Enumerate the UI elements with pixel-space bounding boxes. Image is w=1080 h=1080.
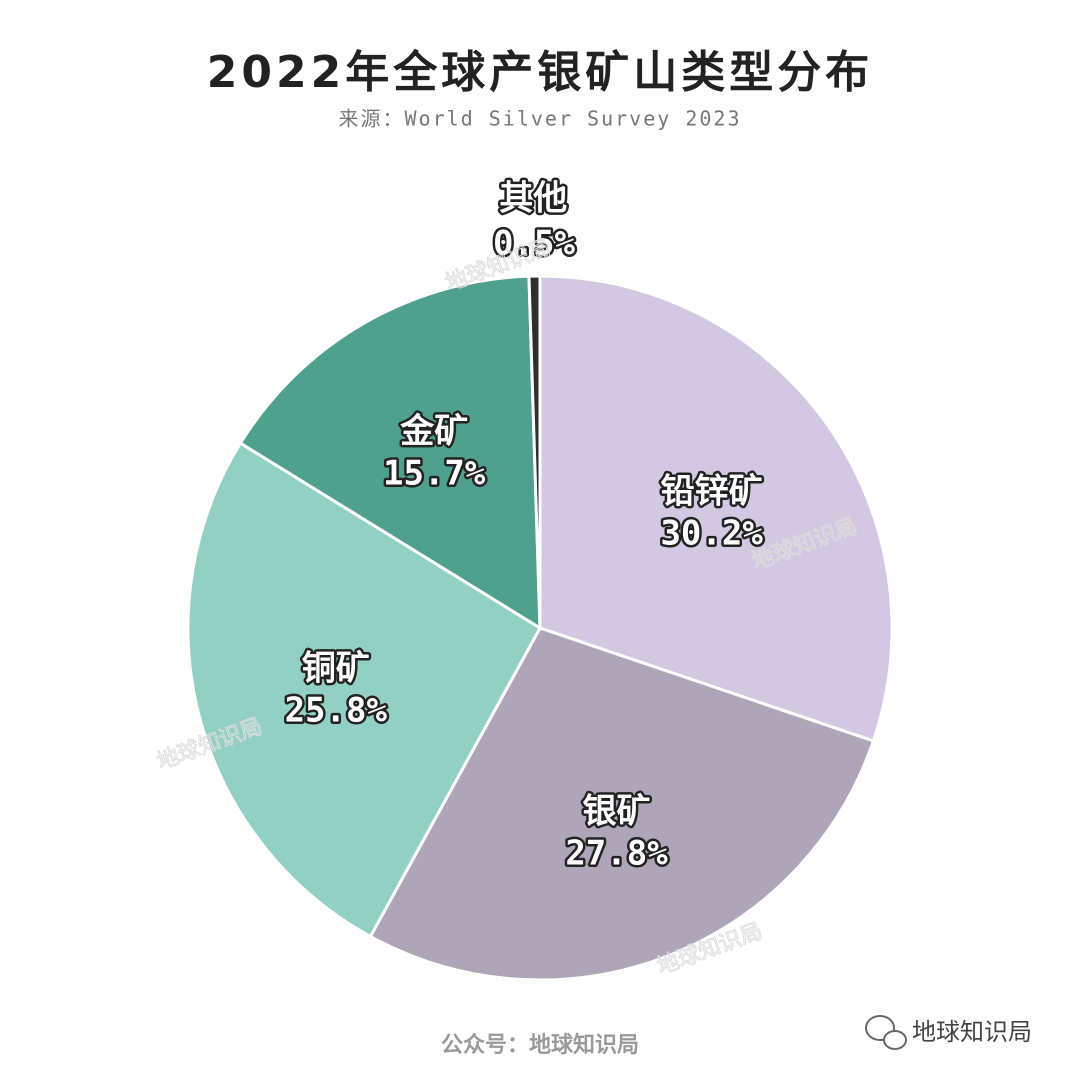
value-label: 27.8% bbox=[565, 833, 668, 873]
value-label: 15.7% bbox=[383, 454, 486, 494]
chart-subtitle: 来源：World Silver Survey 2023 bbox=[339, 107, 742, 131]
slice bbox=[238, 274, 542, 631]
slice bbox=[368, 626, 876, 982]
value-label: 25.8% bbox=[285, 690, 388, 730]
slice-label: 金矿 bbox=[399, 412, 468, 452]
chart-title: 2022年全球产银矿山类型分布 bbox=[207, 47, 873, 98]
slice-label: 铜矿 bbox=[302, 648, 370, 688]
footer: 公众号：地球知识局 bbox=[441, 1032, 639, 1058]
value-label: 30.2% bbox=[660, 513, 763, 553]
slice bbox=[186, 441, 543, 939]
brand: 地球知识局 bbox=[912, 1018, 1032, 1046]
slice bbox=[538, 274, 894, 743]
wechat-icon bbox=[865, 1015, 907, 1050]
slice-label: 铅锌矿 bbox=[661, 471, 763, 511]
slice-label: 其他 bbox=[499, 179, 567, 219]
slice-label: 银矿 bbox=[583, 791, 651, 831]
pie bbox=[186, 274, 894, 982]
slice bbox=[527, 274, 542, 629]
value-label: 0.5% bbox=[493, 224, 575, 264]
